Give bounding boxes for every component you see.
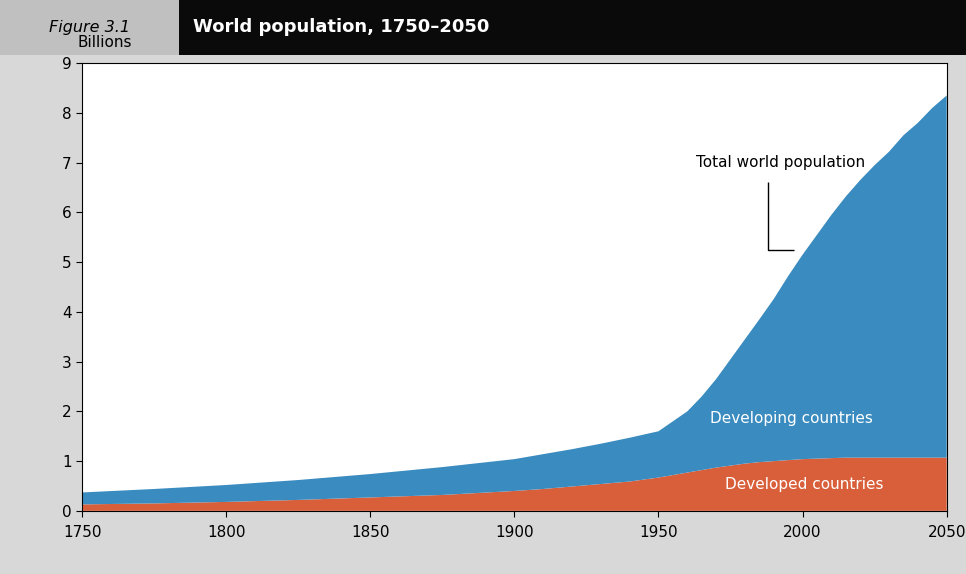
Bar — [0, 0, 179, 55]
Text: Developing countries: Developing countries — [710, 412, 873, 426]
Text: World population, 1750–2050: World population, 1750–2050 — [193, 18, 490, 36]
Text: Total world population: Total world population — [696, 155, 866, 170]
Text: Figure 3.1: Figure 3.1 — [49, 20, 129, 35]
Bar — [179, 0, 966, 55]
Text: Developed countries: Developed countries — [724, 478, 883, 492]
Text: Billions: Billions — [78, 34, 132, 50]
